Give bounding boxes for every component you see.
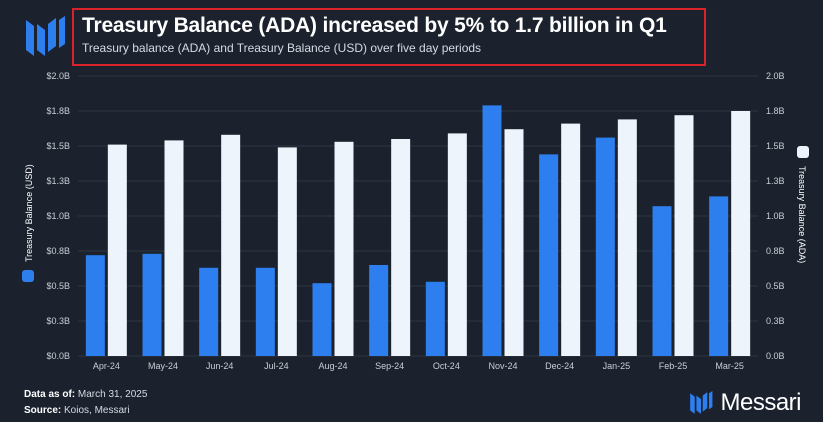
bar-ada-Oct-24 — [447, 133, 467, 356]
bar-ada-May-24 — [164, 140, 184, 356]
data-as-of-label: Data as of: — [24, 389, 76, 400]
bar-ada-Jul-24 — [277, 147, 297, 356]
bar-usd-Sep-24 — [369, 265, 389, 356]
x-tick: Jun-24 — [206, 361, 234, 371]
source: Source: Koios, Messari — [24, 405, 130, 416]
y-tick-left: $1.5B — [46, 141, 70, 151]
y-tick-right: 0.5B — [766, 281, 785, 291]
x-tick: Feb-25 — [659, 361, 688, 371]
y-axis-left: $0.0B $0.3B $0.5B $0.8B $1.0B $1.3B $1.5B $1.8B… — [46, 71, 70, 361]
bar-ada-Jun-24 — [221, 134, 241, 356]
brand-name: Messari — [720, 389, 801, 416]
y-tick-right: 0.3B — [766, 316, 785, 326]
bar-ada-Nov-24 — [504, 129, 524, 356]
messari-logo-icon — [26, 16, 65, 56]
y-tick-left: $0.5B — [46, 281, 70, 291]
y-tick-right: 1.0B — [766, 211, 785, 221]
bar-ada-Aug-24 — [334, 141, 354, 356]
y-tick-left: $1.8B — [46, 106, 70, 116]
y-tick-right: 0.0B — [766, 351, 785, 361]
bar-usd-Oct-24 — [425, 281, 445, 356]
y-axis-right: 0.0B 0.3B 0.5B 0.8B 1.0B 1.3B 1.5B 1.8B 2.0B — [766, 71, 785, 361]
messari-brand-icon — [690, 391, 713, 414]
bar-usd-Jan-25 — [595, 137, 615, 356]
x-tick: Oct-24 — [433, 361, 460, 371]
bar-usd-May-24 — [142, 253, 162, 356]
x-tick: Jul-24 — [264, 361, 289, 371]
bars — [85, 105, 751, 357]
x-tick: May-24 — [148, 361, 178, 371]
y-tick-left: $0.3B — [46, 316, 70, 326]
x-tick: Dec-24 — [545, 361, 574, 371]
chart-title: Treasury Balance (ADA) increased by 5% t… — [82, 14, 667, 37]
usd-legend-swatch — [22, 270, 34, 282]
x-tick: Apr-24 — [93, 361, 120, 371]
y-tick-right: 1.8B — [766, 106, 785, 116]
bar-usd-Aug-24 — [312, 283, 332, 356]
bar-ada-Apr-24 — [107, 144, 127, 356]
chart-subtitle: Treasury balance (ADA) and Treasury Bala… — [82, 41, 482, 55]
grid-lines — [78, 75, 758, 357]
bar-ada-Jan-25 — [617, 119, 637, 357]
bar-ada-Mar-25 — [731, 111, 751, 356]
bar-usd-Dec-24 — [539, 154, 559, 356]
bar-usd-Apr-24 — [85, 255, 105, 356]
source-label: Source: — [24, 405, 62, 416]
bar-usd-Jun-24 — [199, 267, 219, 356]
y-tick-right: 2.0B — [766, 71, 785, 81]
x-tick: Sep-24 — [375, 361, 404, 371]
source-value: Koios, Messari — [64, 405, 130, 416]
y-tick-left: $0.0B — [46, 351, 70, 361]
brand: Messari — [688, 389, 801, 417]
y-axis-left-label: Treasury Balance (USD) — [22, 164, 34, 282]
y-tick-left: $0.8B — [46, 246, 70, 256]
x-tick: Aug-24 — [318, 361, 347, 371]
title-box: Treasury Balance (ADA) increased by 5% t… — [72, 8, 706, 66]
data-as-of: Data as of: March 31, 2025 — [24, 389, 147, 400]
ada-legend-swatch — [797, 146, 809, 158]
bar-ada-Feb-25 — [674, 115, 694, 356]
bar-usd-Feb-25 — [652, 206, 672, 356]
bar-usd-Mar-25 — [709, 196, 729, 356]
y-tick-left: $1.0B — [46, 211, 70, 221]
data-as-of-value: March 31, 2025 — [77, 389, 148, 400]
x-tick: Mar-25 — [715, 361, 744, 371]
x-axis: Apr-24 May-24 Jun-24 Jul-24 Aug-24 Sep-24 Oct-… — [93, 361, 744, 371]
x-tick: Jan-25 — [603, 361, 631, 371]
bar-usd-Nov-24 — [482, 105, 502, 357]
y-axis-left-title: Treasury Balance (USD) — [24, 164, 34, 262]
y-tick-left: $2.0B — [46, 71, 70, 81]
y-axis-right-label: Treasury Balance (ADA) — [797, 146, 809, 263]
y-axis-right-title: Treasury Balance (ADA) — [797, 166, 807, 263]
x-tick: Nov-24 — [488, 361, 517, 371]
bar-usd-Jul-24 — [255, 267, 275, 356]
y-tick-right: 1.3B — [766, 176, 785, 186]
y-tick-left: $1.3B — [46, 176, 70, 186]
bar-ada-Sep-24 — [391, 139, 411, 356]
bar-ada-Dec-24 — [561, 123, 581, 356]
y-tick-right: 0.8B — [766, 246, 785, 256]
y-tick-right: 1.5B — [766, 141, 785, 151]
